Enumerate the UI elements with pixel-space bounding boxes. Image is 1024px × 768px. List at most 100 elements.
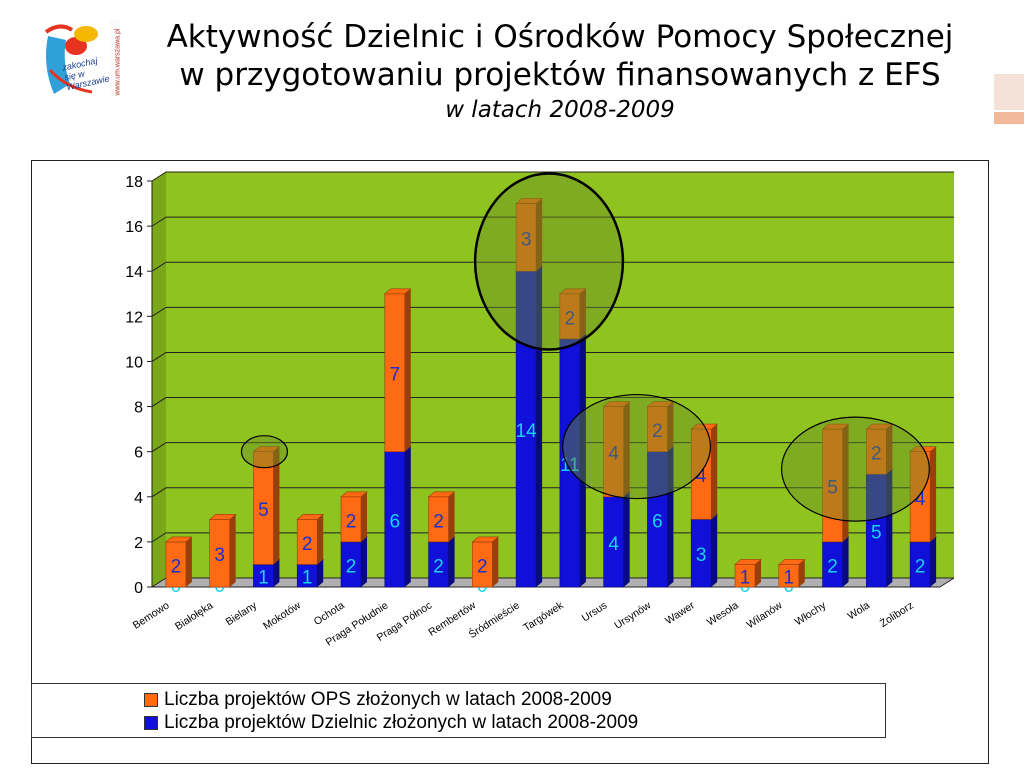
highlight-ellipse <box>473 172 625 351</box>
bar-side <box>930 446 937 542</box>
gridline <box>151 216 954 227</box>
data-label: 2 <box>477 556 488 577</box>
x-tick-label: Bielany <box>224 599 260 628</box>
data-label: 2 <box>827 556 838 577</box>
plot-side-wall <box>152 172 166 587</box>
highlight-ellipse <box>240 435 289 469</box>
data-label: 5 <box>258 500 269 521</box>
bar-side <box>623 401 630 497</box>
corner-decoration <box>994 70 1024 126</box>
bar-side <box>317 514 324 565</box>
data-label: 2 <box>433 511 444 532</box>
bar-side <box>842 424 849 542</box>
gridline <box>151 397 954 407</box>
bar-top <box>909 446 937 452</box>
bar-top <box>515 198 543 204</box>
bar-top <box>777 559 806 565</box>
bar-top <box>559 288 587 295</box>
data-label: 2 <box>565 308 576 329</box>
bar-side <box>229 514 236 587</box>
y-tick-label: 6 <box>134 445 143 462</box>
data-label: 2 <box>871 444 882 465</box>
x-axis-edge <box>939 577 955 588</box>
gridline <box>151 171 954 182</box>
bar-side <box>579 333 586 587</box>
legend-label-ops: Liczba projektów OPS złożonych w latach … <box>164 688 612 710</box>
data-label: 2 <box>652 421 663 442</box>
data-label: 6 <box>389 511 400 532</box>
data-label: 1 <box>302 568 313 589</box>
y-tick-label: 16 <box>125 219 143 236</box>
gridline <box>151 351 954 362</box>
bar-top <box>252 446 281 452</box>
data-label: 4 <box>696 466 707 487</box>
bar-side <box>448 536 455 587</box>
x-tick-label: Wawer <box>663 599 697 627</box>
legend-label-dzielnice: Liczba projektów Dzielnic złożonych w la… <box>164 711 639 733</box>
x-tick-label: Ursynów <box>612 599 653 632</box>
y-tick-label: 18 <box>125 174 143 191</box>
y-tick-label: 12 <box>125 309 143 326</box>
y-tick-label: 10 <box>125 354 143 371</box>
bar-side <box>886 469 893 587</box>
bar-top <box>690 423 719 430</box>
data-label: 7 <box>389 365 400 386</box>
legend-item-ops: Liczba projektów OPS złożonych w latach … <box>144 688 885 711</box>
bar-side <box>536 198 543 272</box>
data-label: 5 <box>827 478 838 499</box>
bar-top <box>296 514 325 520</box>
x-tick-label: Targówek <box>521 599 566 634</box>
y-tick-label: 14 <box>125 264 143 281</box>
y-tick-label: 0 <box>134 580 143 597</box>
highlight-ellipse <box>780 416 930 522</box>
title-line-3: w latach 2008-2009 <box>445 97 675 123</box>
data-label: 3 <box>521 229 532 250</box>
data-label: 2 <box>433 556 444 577</box>
bar-side <box>273 446 280 565</box>
bar-side <box>798 559 805 587</box>
x-tick-label: Ochota <box>312 599 347 628</box>
bar-side <box>930 536 937 587</box>
bar-top <box>383 288 412 295</box>
y-tick-label: 2 <box>134 535 143 552</box>
bar-top <box>734 559 762 565</box>
data-label: 5 <box>871 523 882 544</box>
data-label: 4 <box>608 444 619 465</box>
bar-side <box>448 491 455 542</box>
x-tick-label: Białołęka <box>173 599 215 632</box>
slide-title: Aktywność Dzielnic i Ośrodków Pomocy Spo… <box>140 18 980 126</box>
bar-top <box>340 491 368 498</box>
data-label: 2 <box>346 511 357 532</box>
data-label: 2 <box>302 534 313 555</box>
y-tick-label: 8 <box>134 400 143 417</box>
data-label: 4 <box>608 534 619 555</box>
bar-side <box>492 536 499 587</box>
bar-top <box>602 401 631 407</box>
data-label: 14 <box>516 421 538 442</box>
bar-side <box>842 536 849 587</box>
warsaw-logo: zakochaj się w Warszawie www.um.warszawa… <box>36 14 132 104</box>
data-label: 1 <box>740 568 751 589</box>
chart-frame <box>31 160 989 764</box>
x-tick-label: Ursus <box>580 599 610 624</box>
data-label: 2 <box>915 556 926 577</box>
bar-side <box>886 424 893 475</box>
y-tick-label: 4 <box>134 490 143 507</box>
bar-top <box>427 491 456 498</box>
bar-top <box>208 514 237 520</box>
data-label: 4 <box>915 489 926 510</box>
title-line-2: w przygotowaniu projektów finansowanych … <box>179 57 941 93</box>
gridline <box>151 306 954 317</box>
data-label: 1 <box>258 568 269 589</box>
bar-side <box>361 491 367 542</box>
title-line-1: Aktywność Dzielnic i Ośrodków Pomocy Spo… <box>166 19 954 55</box>
legend-swatch-dzielnice <box>144 715 158 730</box>
x-tick-label: Włochy <box>793 599 829 628</box>
bar-top <box>165 536 193 543</box>
x-tick-label: Bemowo <box>131 599 172 631</box>
data-label: 1 <box>783 568 794 589</box>
data-label: 6 <box>652 511 663 532</box>
data-label: 2 <box>346 556 357 577</box>
bar-side <box>404 288 411 452</box>
